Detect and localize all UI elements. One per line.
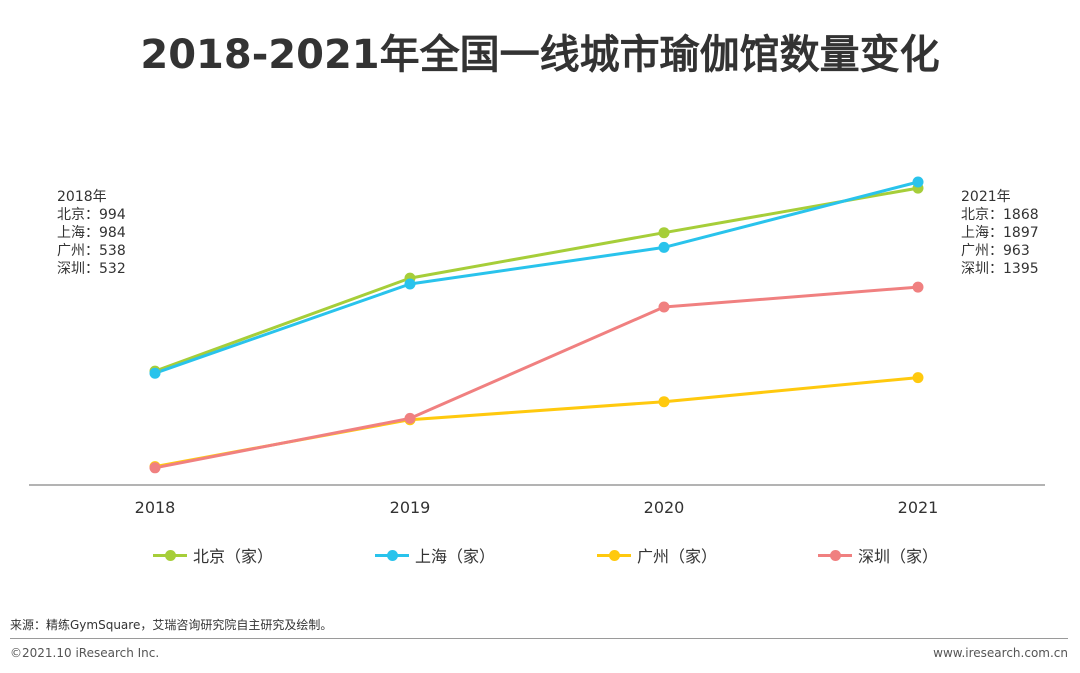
copyright: ©2021.10 iResearch Inc. (10, 646, 160, 660)
legend-swatch (818, 544, 852, 566)
page-title: 2018-2021年全国一线城市瑜伽馆数量变化 (140, 32, 940, 78)
note-2021-line: 北京：1868 (961, 207, 1039, 223)
legend-swatch (375, 544, 409, 566)
legend-item-0: 北京（家） (153, 543, 273, 567)
note-2021-line: 上海：1897 (961, 225, 1039, 241)
legend-label: 广州（家） (637, 547, 718, 566)
series-line-2 (154, 376, 919, 469)
note-2018-line: 2018年 (57, 189, 107, 205)
website-url: www.iresearch.com.cn (933, 646, 1068, 660)
series-3-point-2019 (404, 412, 416, 424)
series-1-point-2018 (149, 367, 161, 379)
note-2018: 2018年北京：994 上海：984 广州：538 深圳：532 (57, 188, 126, 278)
x-tick-label-2018: 2018 (135, 498, 176, 517)
legend-item-1: 上海（家） (375, 543, 495, 567)
footer-divider (10, 638, 1068, 639)
series-3-point-2021 (912, 281, 924, 293)
x-tick-label-2021: 2021 (898, 498, 939, 517)
note-2021-line: 深圳：1395 (961, 261, 1039, 277)
note-2021-line: 2021年 (961, 189, 1011, 205)
note-2021-line: 广州：963 (961, 243, 1030, 259)
note-2021: 2021年北京：1868 上海：1897 广州：963 深圳：1395 (961, 188, 1039, 278)
note-2018-line: 广州：538 (57, 243, 126, 259)
series-3-point-2020 (658, 301, 670, 313)
x-tick-label-2019: 2019 (390, 498, 431, 517)
note-2018-line: 上海：984 (57, 225, 126, 241)
series-0-point-2020 (658, 227, 670, 239)
legend-swatch (597, 544, 631, 566)
series-1-point-2020 (658, 241, 670, 253)
x-tick-label-2020: 2020 (644, 498, 685, 517)
legend-label: 深圳（家） (858, 547, 939, 566)
note-2018-line: 深圳：532 (57, 261, 126, 277)
series-2-point-2020 (658, 396, 670, 408)
series-2-point-2021 (912, 372, 924, 384)
legend-label: 北京（家） (193, 547, 274, 566)
series-line-0 (154, 186, 919, 373)
legend-item-3: 深圳（家） (818, 543, 938, 567)
series-1-point-2021 (912, 176, 924, 188)
series-line-1 (154, 180, 919, 375)
note-2018-line: 北京：994 (57, 207, 126, 223)
series-1-point-2019 (404, 278, 416, 290)
source-note: 来源：精练GymSquare，艾瑞咨询研究院自主研究及绘制。 (10, 618, 333, 632)
legend-swatch (153, 544, 187, 566)
chart-legend: 北京（家） 上海（家） 广州（家） 深圳（家） (0, 543, 1080, 569)
legend-item-2: 广州（家） (597, 543, 717, 567)
series-3-point-2018 (149, 462, 161, 474)
legend-label: 上海（家） (415, 547, 496, 566)
series-line-3 (154, 285, 919, 470)
